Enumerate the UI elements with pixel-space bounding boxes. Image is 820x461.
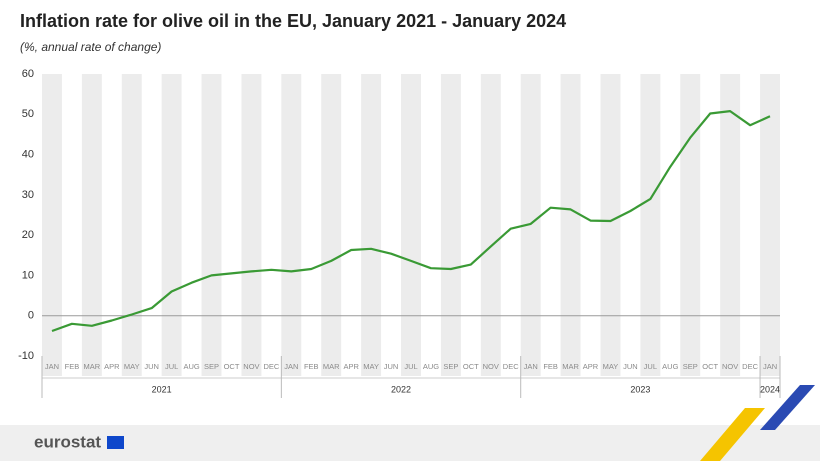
stripe bbox=[560, 74, 581, 376]
x-tick-label: AUG bbox=[662, 362, 678, 371]
decoration bbox=[700, 408, 765, 461]
stripe bbox=[600, 74, 621, 376]
x-tick-label: JUL bbox=[165, 362, 178, 371]
x-tick-label: NOV bbox=[483, 362, 499, 371]
stripe bbox=[121, 74, 142, 376]
stripe bbox=[480, 74, 501, 376]
footer-logo: eurostat bbox=[34, 432, 101, 451]
year-label: 2021 bbox=[152, 384, 172, 394]
x-tick-label: DEC bbox=[742, 362, 758, 371]
x-tick-label: JAN bbox=[524, 362, 538, 371]
y-tick-label: 40 bbox=[22, 148, 34, 160]
x-tick-label: SEP bbox=[443, 362, 458, 371]
x-tick-label: APR bbox=[343, 362, 359, 371]
year-label: 2022 bbox=[391, 384, 411, 394]
y-tick-label: -10 bbox=[18, 350, 34, 362]
x-tick-label: JAN bbox=[763, 362, 777, 371]
x-tick-label: MAR bbox=[84, 362, 101, 371]
x-tick-label: NOV bbox=[243, 362, 259, 371]
x-tick-label: AUG bbox=[183, 362, 199, 371]
x-tick-label: MAR bbox=[562, 362, 579, 371]
year-label: 2024 bbox=[760, 384, 780, 394]
x-tick-label: JUN bbox=[384, 362, 399, 371]
x-tick-label: AUG bbox=[423, 362, 439, 371]
x-tick-label: OCT bbox=[702, 362, 718, 371]
stripe bbox=[161, 74, 182, 376]
year-label: 2023 bbox=[630, 384, 650, 394]
stripe bbox=[760, 74, 780, 376]
x-tick-label: MAR bbox=[323, 362, 340, 371]
x-tick-label: APR bbox=[583, 362, 599, 371]
decoration bbox=[760, 385, 815, 430]
x-tick-label: OCT bbox=[224, 362, 240, 371]
x-tick-label: JUL bbox=[644, 362, 657, 371]
stripe bbox=[241, 74, 262, 376]
x-tick-label: MAY bbox=[124, 362, 140, 371]
y-tick-label: 0 bbox=[28, 310, 34, 322]
stripe bbox=[680, 74, 701, 376]
y-tick-label: 50 bbox=[22, 108, 34, 120]
stripe bbox=[81, 74, 102, 376]
x-tick-label: NOV bbox=[722, 362, 738, 371]
x-tick-label: APR bbox=[104, 362, 120, 371]
stripe bbox=[720, 74, 741, 376]
x-tick-label: SEP bbox=[683, 362, 698, 371]
stripe bbox=[281, 74, 302, 376]
x-tick-label: OCT bbox=[463, 362, 479, 371]
y-tick-label: 10 bbox=[22, 269, 34, 281]
stripe bbox=[201, 74, 222, 376]
x-tick-label: JUL bbox=[404, 362, 417, 371]
x-tick-label: SEP bbox=[204, 362, 219, 371]
x-tick-label: JUN bbox=[144, 362, 159, 371]
x-tick-label: JUN bbox=[623, 362, 638, 371]
eu-flag bbox=[107, 436, 124, 449]
x-tick-label: MAY bbox=[363, 362, 379, 371]
x-tick-label: DEC bbox=[503, 362, 519, 371]
chart-subtitle: (%, annual rate of change) bbox=[20, 40, 161, 54]
stripe bbox=[640, 74, 661, 376]
x-tick-label: MAY bbox=[603, 362, 619, 371]
x-tick-label: FEB bbox=[543, 362, 558, 371]
y-tick-label: 30 bbox=[22, 189, 34, 201]
chart-title: Inflation rate for olive oil in the EU, … bbox=[20, 11, 566, 31]
x-tick-label: JAN bbox=[45, 362, 59, 371]
x-tick-label: FEB bbox=[65, 362, 80, 371]
x-tick-label: JAN bbox=[284, 362, 298, 371]
stripe bbox=[401, 74, 421, 376]
stripes bbox=[42, 74, 780, 376]
y-tick-label: 60 bbox=[22, 68, 34, 80]
x-tick-label: FEB bbox=[304, 362, 319, 371]
footer-band bbox=[0, 425, 820, 461]
stripe bbox=[440, 74, 461, 376]
data-line bbox=[51, 110, 771, 333]
stripe bbox=[361, 74, 382, 376]
y-tick-label: 20 bbox=[22, 229, 34, 241]
stripe bbox=[321, 74, 342, 376]
x-tick-label: DEC bbox=[263, 362, 279, 371]
stripe bbox=[42, 74, 62, 376]
